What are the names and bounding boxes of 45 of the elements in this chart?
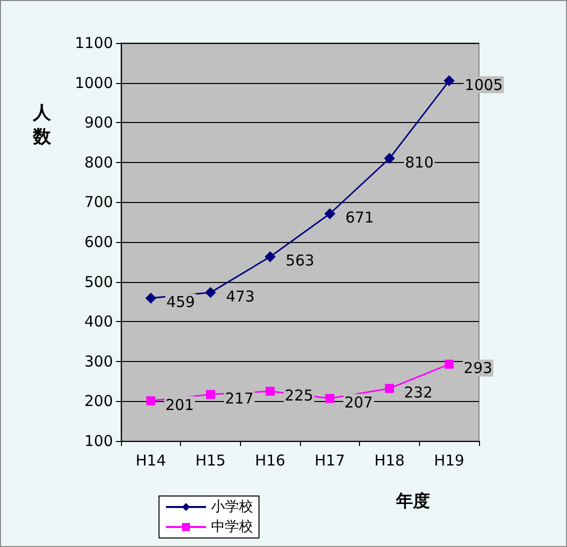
y-tick-label: 300 [84, 352, 113, 370]
y-tick-label: 400 [84, 312, 113, 331]
point [385, 384, 394, 393]
data-label: 293 [464, 359, 492, 378]
y-tick-label: 800 [84, 153, 113, 172]
data-label: 671 [345, 208, 374, 227]
point [205, 287, 216, 298]
x-tick-label: H17 [314, 452, 346, 470]
x-tick-label: H16 [254, 452, 286, 470]
data-label: 225 [284, 386, 314, 404]
y-tick-label: 100 [84, 432, 113, 450]
point [264, 251, 276, 262]
data-label: 207 [344, 393, 373, 412]
data-label: 563 [286, 252, 314, 270]
point [146, 396, 156, 406]
point [444, 75, 455, 86]
data-label: 459 [166, 293, 195, 312]
y-tick-label: 1100 [74, 34, 113, 52]
x-tick-label: H19 [434, 452, 464, 470]
y-tick-label: 200 [84, 392, 113, 410]
data-label: 1005 [464, 76, 503, 94]
x-axis-title: 年度 [395, 492, 430, 512]
x-tick-label: H14 [136, 452, 166, 470]
y-axis-title: 人数 [32, 102, 52, 148]
data-label: 473 [226, 288, 255, 306]
y-tick-label: 500 [84, 272, 113, 291]
data-label: 232 [404, 383, 433, 402]
x-tick-label: H15 [195, 452, 226, 470]
legend-label: 小学校 [211, 499, 253, 515]
y-tick-label: 900 [84, 114, 113, 132]
point [206, 390, 215, 399]
point [324, 208, 336, 220]
point [325, 394, 334, 403]
data-label: 201 [165, 396, 194, 414]
legend-label: 中学校 [211, 519, 253, 535]
y-tick-label: 700 [84, 193, 113, 212]
y-tick-label: 600 [84, 233, 113, 251]
y-tick-label: 1000 [74, 74, 113, 92]
data-label: 217 [225, 389, 254, 408]
data-label: 810 [405, 153, 434, 172]
point [384, 152, 395, 164]
x-tick-label: H18 [374, 452, 405, 470]
point [145, 292, 156, 304]
point [266, 386, 275, 396]
point [444, 360, 454, 369]
